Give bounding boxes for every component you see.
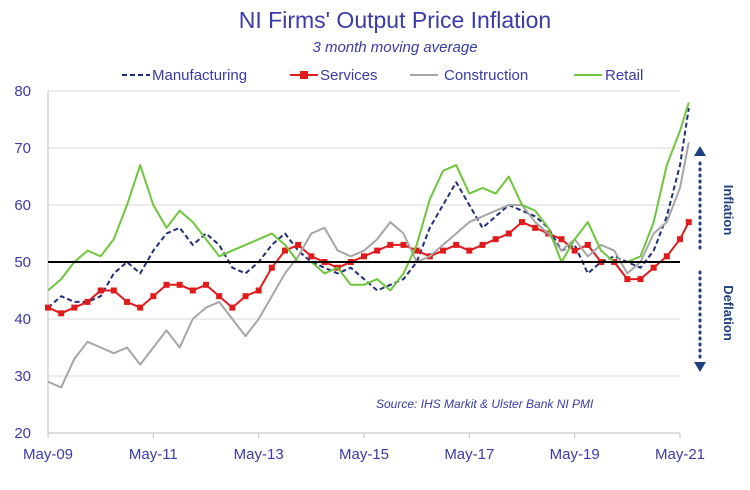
series-line-retail [47,102,690,292]
series-line-manufacturing [47,107,690,309]
series-marker-services-4 [97,287,104,294]
series-marker-services-39 [558,236,565,243]
legend-item-construction: Construction [410,67,528,84]
chart-subtitle: 3 month moving average [312,39,477,56]
series-marker-services-34 [492,236,499,243]
chart-title: NI Firms' Output Price Inflation [239,7,551,33]
legend-label-construction: Construction [444,67,528,84]
series-marker-services-17 [268,264,275,271]
series-marker-services-31 [453,241,460,248]
series-line-services [47,221,690,315]
legend-item-services: Services [290,67,378,84]
series-marker-services-8 [150,293,157,300]
x-tick-label-May-21: May-21 [655,446,705,463]
series-line-construction [47,142,690,389]
inflation-arrow [694,146,706,250]
series-marker-services-40 [571,247,578,254]
series-marker-services-48 [677,236,683,243]
series-marker-services-0 [45,304,51,311]
series-marker-services-16 [255,287,262,294]
y-tick-label-60: 60 [14,197,31,214]
series-marker-services-33 [479,241,486,248]
series-marker-services-37 [532,224,539,231]
y-tick-label-50: 50 [14,254,31,271]
series-layer [45,102,692,389]
y-axis: 20 30 40 50 60 70 80 [14,83,49,442]
series-marker-services-35 [505,230,512,237]
series-marker-services-27 [400,241,407,248]
deflation-arrow [694,270,706,372]
series-marker-services-25 [374,247,381,254]
series-marker-services-47 [663,253,670,260]
y-tick-label-30: 30 [14,368,31,385]
series-marker-services-32 [466,247,473,254]
legend: Manufacturing Services Construction Reta… [122,67,643,84]
y-tick-label-40: 40 [14,311,31,328]
gridlines [48,90,680,377]
x-tick-label-May-09: May-09 [23,446,73,463]
series-marker-services-14 [229,304,236,311]
series-marker-services-36 [519,219,525,226]
series-marker-services-24 [361,253,367,260]
legend-item-manufacturing: Manufacturing [122,67,247,84]
legend-marker-services [300,71,308,79]
y-tick-label-70: 70 [14,140,31,157]
series-marker-services-49 [685,219,692,226]
series-marker-services-12 [203,281,209,288]
series-marker-services-5 [110,287,117,294]
series-marker-services-45 [637,276,644,283]
legend-label-retail: Retail [605,67,643,84]
x-tick-label-May-13: May-13 [234,446,284,463]
deflation-arrow-head [694,362,706,372]
series-marker-services-7 [137,304,144,311]
series-marker-services-28 [413,247,420,254]
series-marker-services-26 [387,241,394,248]
y-tick-label-20: 20 [14,425,31,442]
deflation-label: Deflation [721,285,736,341]
legend-item-retail: Retail [574,67,643,84]
series-marker-services-1 [58,310,65,317]
series-marker-services-20 [308,253,315,260]
x-tick-label-May-15: May-15 [339,446,389,463]
source-note: Source: IHS Markit & Ulster Bank NI PMI [376,397,594,411]
series-marker-services-44 [624,276,631,283]
series-marker-services-41 [584,241,591,248]
legend-label-manufacturing: Manufacturing [152,67,247,84]
inflation-arrow-head [694,146,706,156]
series-marker-services-10 [176,281,183,288]
y-tick-label-80: 80 [14,83,31,100]
legend-label-services: Services [320,67,378,84]
x-tick-label-May-11: May-11 [129,446,178,463]
x-tick-label-May-19: May-19 [550,446,600,463]
x-axis: May-09 May-11 May-13 May-15 May-17 May-19 May-… [23,432,705,463]
inflation-label: Inflation [721,185,736,236]
series-marker-services-11 [189,287,196,294]
series-marker-services-6 [124,298,130,305]
series-marker-services-3 [84,298,91,305]
series-marker-services-15 [242,293,249,300]
series-marker-services-18 [282,247,288,254]
series-marker-services-9 [163,281,170,288]
series-marker-services-13 [216,293,223,300]
x-tick-label-May-17: May-17 [444,446,494,463]
series-marker-services-30 [440,247,446,254]
series-marker-services-19 [295,241,302,248]
series-marker-services-2 [71,304,78,311]
series-marker-services-46 [650,264,657,271]
